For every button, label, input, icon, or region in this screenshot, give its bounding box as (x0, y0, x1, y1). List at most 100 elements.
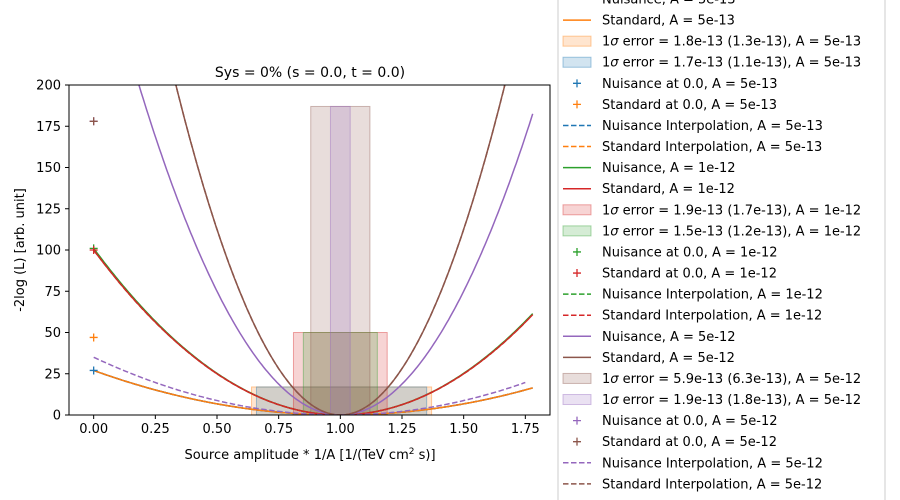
legend-label-num: 1 (602, 56, 610, 71)
legend-label-tail: error = 1.5e-13 (1.2e-13), A = 1e-12 (619, 224, 862, 239)
legend-label-4: Nuisance at 0.0, A = 5e-13 (602, 77, 778, 92)
legend-label-14: Nuisance Interpolation, A = 1e-12 (602, 288, 823, 303)
legend-label-16: Nuisance, A = 5e-12 (602, 330, 736, 345)
legend-label-22: Nuisance Interpolation, A = 5e-12 (602, 456, 823, 471)
legend-handle-band (562, 56, 592, 68)
legend-label-num: 1 (602, 393, 610, 408)
legend-label-sigma: σ (610, 393, 619, 408)
zero-marker-5 (89, 333, 98, 342)
legend-label-num: 1 (602, 35, 610, 50)
legend-label-23: Standard Interpolation, A = 5e-12 (602, 477, 822, 492)
series-curve-23 (175, 85, 506, 415)
legend-label-13: Standard at 0.0, A = 1e-12 (602, 267, 777, 282)
zero-marker-21 (89, 117, 98, 126)
legend-handle-marker (573, 100, 581, 109)
legend-label-11: 1σ error = 1.5e-13 (1.2e-13), A = 1e-12 (602, 224, 861, 239)
series-curve-22 (93, 356, 526, 415)
error-band-2 (251, 386, 433, 415)
x-axis-label-sup: 2 (409, 447, 415, 457)
legend-label-12: Nuisance at 0.0, A = 1e-12 (602, 245, 778, 260)
x-tick-label: 0.00 (79, 422, 108, 437)
legend-handle-marker (573, 437, 581, 446)
x-tick-label: 0.75 (264, 422, 293, 437)
legend-label-sigma: σ (610, 203, 619, 218)
legend-label-6: Nuisance Interpolation, A = 5e-13 (602, 119, 823, 134)
legend-label-18: 1σ error = 5.9e-13 (6.3e-13), A = 5e-12 (602, 372, 861, 387)
x-axis-label-tail: s)] (414, 448, 435, 463)
legend-label-num: 1 (602, 224, 610, 239)
legend-label-5: Standard at 0.0, A = 5e-13 (602, 98, 777, 113)
legend-label-tail: error = 5.9e-13 (6.3e-13), A = 5e-12 (619, 372, 862, 387)
legend-label-9: Standard, A = 1e-12 (602, 182, 735, 197)
series-curve-16 (138, 85, 534, 415)
x-tick-label: 1.75 (511, 422, 540, 437)
x-tick-label: 1.00 (326, 422, 355, 437)
legend-label-sigma: σ (610, 56, 619, 71)
y-tick-label: 25 (44, 367, 61, 382)
legend-handle-marker (573, 79, 581, 88)
legend-label-10: 1σ error = 1.9e-13 (1.7e-13), A = 1e-12 (602, 203, 861, 218)
series-curve-15 (93, 249, 526, 415)
zero-marker-4 (89, 366, 98, 375)
legend-label-tail: error = 1.9e-13 (1.8e-13), A = 5e-12 (619, 393, 862, 408)
x-axis-label-main: Source amplitude * 1/A [1/(TeV cm (184, 448, 408, 463)
legend-label-7: Standard Interpolation, A = 5e-13 (602, 140, 822, 155)
x-tick-label: 1.25 (388, 422, 417, 437)
y-tick-label: 0 (53, 409, 61, 424)
legend-label-17: Standard, A = 5e-12 (602, 351, 735, 366)
legend-label-19: 1σ error = 1.9e-13 (1.8e-13), A = 5e-12 (602, 393, 861, 408)
legend-label-tail: error = 1.9e-13 (1.7e-13), A = 1e-12 (619, 203, 862, 218)
y-tick-label: 200 (36, 79, 61, 94)
x-tick-label: 1.50 (449, 422, 478, 437)
error-band-10 (292, 332, 388, 415)
y-tick-label: 150 (36, 161, 61, 176)
legend-handle-band (562, 204, 592, 216)
error-band-11 (302, 332, 378, 415)
y-tick-label: 75 (44, 285, 61, 300)
legend-label-tail: error = 1.8e-13 (1.3e-13), A = 5e-13 (619, 35, 862, 50)
legend-handle-band (562, 372, 592, 384)
legend-handle-band (562, 225, 592, 237)
x-tick-label: 0.50 (203, 422, 232, 437)
chart-title: Sys = 0% (s = 0.0, t = 0.0) (215, 65, 405, 81)
x-axis-label: Source amplitude * 1/A [1/(TeV cm2 s)] (184, 447, 435, 463)
legend-label-20: Nuisance at 0.0, A = 5e-12 (602, 414, 778, 429)
y-tick-label: 125 (36, 202, 61, 217)
legend-label-sigma: σ (610, 372, 619, 387)
legend-label-3: 1σ error = 1.7e-13 (1.1e-13), A = 5e-13 (602, 56, 861, 71)
error-band-18 (310, 105, 371, 415)
y-axis-ticks: 0 25 50 75 100 125 150 175 200 (36, 79, 69, 424)
legend-label-21: Standard at 0.0, A = 5e-12 (602, 435, 777, 450)
y-axis-label: -2log (L) [arb. unit] (13, 188, 28, 312)
x-tick-label: 0.25 (141, 422, 170, 437)
legend-label-2: 1σ error = 1.8e-13 (1.3e-13), A = 5e-13 (602, 35, 861, 50)
legend-label-8: Nuisance, A = 1e-12 (602, 161, 736, 176)
legend-handle-band (562, 35, 592, 47)
legend-handle-band (562, 394, 592, 406)
legend-label-sigma: σ (610, 224, 619, 239)
legend-label-num: 1 (602, 203, 610, 218)
y-tick-label: 175 (36, 120, 61, 135)
error-bands (251, 105, 433, 415)
legend-handle-marker (573, 416, 581, 425)
legend-label-15: Standard Interpolation, A = 1e-12 (602, 309, 822, 324)
y-tick-label: 50 (44, 326, 61, 341)
legend-label-num: 1 (602, 372, 610, 387)
legend-label-0: Nuisance, A = 5e-13 (602, 0, 736, 8)
series-curve-17 (175, 85, 506, 415)
likelihood-curves (93, 85, 534, 415)
legend-label-tail: error = 1.7e-13 (1.1e-13), A = 5e-13 (619, 56, 862, 71)
error-band-3 (255, 386, 428, 415)
zero-markers (89, 117, 98, 375)
error-band-19 (329, 105, 351, 415)
x-axis-ticks: 0.00 0.25 0.50 0.75 1.00 1.25 1.50 1.75 (79, 415, 540, 437)
y-tick-label: 100 (36, 244, 61, 259)
legend-label-1: Standard, A = 5e-13 (602, 14, 735, 29)
zero-marker-13 (89, 246, 98, 254)
legend-label-sigma: σ (610, 35, 619, 50)
legend-frame (557, 0, 886, 500)
legend-handle-marker (573, 269, 581, 278)
legend-handle-marker (573, 247, 581, 256)
